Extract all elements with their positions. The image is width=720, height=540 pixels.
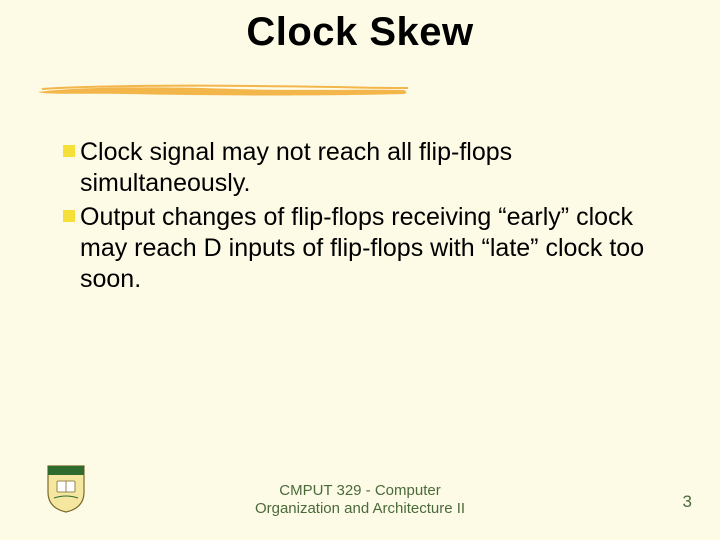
slide-title: Clock Skew (0, 0, 720, 55)
brush-stroke-icon (36, 83, 416, 99)
slide-body: Clock signal may not reach all flip-flop… (0, 99, 720, 295)
bullet-item: Clock signal may not reach all flip-flop… (62, 137, 658, 200)
bullet-item: Output changes of flip-flops receiving “… (62, 202, 658, 296)
page-number: 3 (683, 492, 692, 512)
footer-course-line2: Organization and Architecture II (255, 500, 465, 517)
slide-footer: CMPUT 329 - Computer Organization and Ar… (0, 460, 720, 520)
bullet-text: Output changes of flip-flops receiving “… (80, 202, 658, 296)
bullet-square-icon (62, 209, 76, 223)
bullet-square-icon (62, 144, 76, 158)
title-underline (0, 83, 720, 99)
footer-course-line1: CMPUT 329 - Computer (279, 482, 440, 499)
footer-course: CMPUT 329 - Computer Organization and Ar… (0, 482, 720, 518)
bullet-text: Clock signal may not reach all flip-flop… (80, 137, 658, 200)
